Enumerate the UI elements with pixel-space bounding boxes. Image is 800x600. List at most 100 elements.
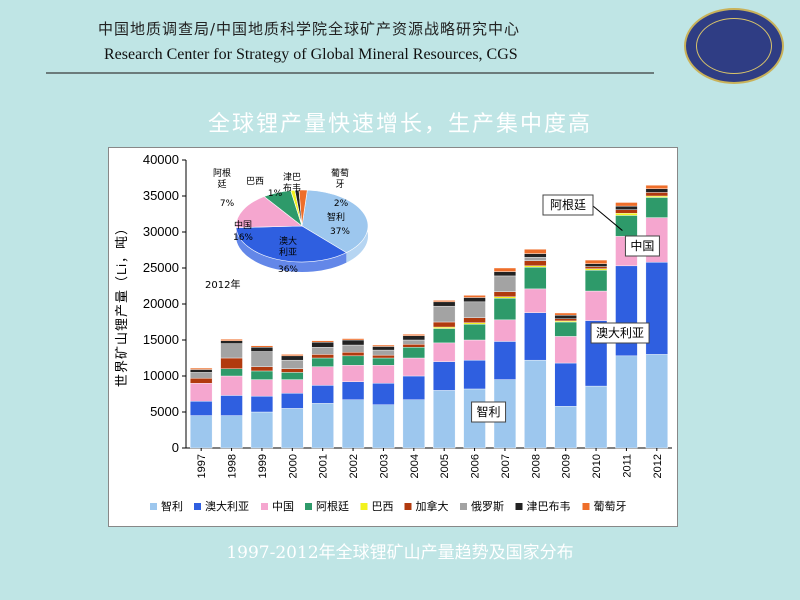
bar-segment (250, 366, 274, 372)
bar-segment (341, 344, 365, 353)
bar-segment (190, 367, 213, 370)
header-org-cn: 中国地质调查局/中国地质科学院全球矿产资源战略研究中心 (98, 20, 521, 38)
pie-label: 布韦 (283, 182, 301, 194)
legend-label: 津巴布韦 (527, 500, 571, 513)
x-tick-label: 2003 (378, 454, 390, 478)
bar-segment (402, 335, 425, 341)
bar-segment (463, 317, 486, 323)
bar-segment (402, 347, 425, 359)
bar-segment (190, 372, 213, 379)
pie-title: 2012年 (205, 278, 240, 291)
bar-segment (463, 339, 486, 361)
bar-segment (524, 265, 547, 268)
bar-segment (524, 249, 547, 254)
pie-label: 中国 (234, 219, 252, 231)
legend-label: 俄罗斯 (471, 500, 504, 513)
bar-segment (554, 312, 577, 316)
legend-swatch (582, 503, 590, 510)
y-tick-label: 15000 (143, 332, 179, 347)
bar-segment (372, 404, 395, 449)
pie-label: 津巴 (283, 172, 301, 183)
bar-segment (281, 372, 304, 380)
legend-label: 巴西 (372, 500, 394, 513)
bar-segment (615, 202, 638, 207)
bar-segment (645, 197, 668, 218)
bar-segment (190, 369, 213, 373)
slide-title: 全球锂产量快速增长，生产集中度高 (207, 112, 592, 137)
legend-swatch (460, 503, 467, 510)
bar-segment (281, 408, 304, 449)
bar-segment (433, 326, 456, 329)
bar-segment (250, 395, 274, 413)
y-tick-label: 35000 (143, 188, 179, 203)
bar-segment (250, 370, 274, 380)
bar-segment (402, 399, 425, 449)
bar-segment (372, 349, 395, 356)
annotation-text: 智利 (477, 404, 501, 419)
bar-segment (220, 340, 243, 344)
bar-segment (524, 267, 547, 290)
header-org-en: Research Center for Strategy of Global M… (104, 46, 518, 63)
bar-segment (311, 354, 334, 359)
bar-segment (615, 205, 638, 210)
x-tick-label: 2005 (439, 454, 451, 478)
pie-label: 智利 (327, 211, 345, 223)
bar-segment (433, 390, 456, 449)
legend-label: 葡萄牙 (594, 500, 627, 513)
bar-segment (584, 385, 608, 449)
bar-segment (281, 393, 304, 409)
bar-segment (402, 339, 425, 345)
bar-segment (645, 188, 668, 193)
y-tick-label: 40000 (143, 152, 179, 167)
pie-label: 巴西 (246, 176, 264, 187)
bar-segment (220, 357, 243, 370)
bar-segment (493, 275, 517, 292)
bar-segment (372, 354, 395, 359)
bar-segment (433, 305, 456, 323)
legend-swatch (360, 503, 368, 510)
bar-segment (433, 301, 456, 307)
bar-segment (311, 340, 334, 343)
pie-label: 阿根 (213, 167, 231, 179)
annotation-box (624, 235, 660, 257)
bar-segment (281, 355, 304, 361)
x-tick-label: 1997 (196, 454, 208, 478)
annotation-box (542, 194, 594, 216)
pie-label: 葡萄 (331, 167, 349, 179)
annotation-text: 澳大利亚 (596, 326, 644, 340)
bar-segment (463, 301, 486, 318)
bar-segment (554, 321, 577, 337)
chart-annotation: 阿根廷 (542, 194, 594, 216)
legend-swatch (515, 503, 523, 510)
bar-segment (584, 259, 608, 264)
pie-label: 牙 (335, 179, 344, 190)
slide-caption: 1997-2012年全球锂矿山产量趋势及国家分布 (226, 543, 574, 563)
bar-segment (524, 288, 547, 313)
bar-segment (493, 296, 517, 299)
bar-segment (615, 213, 638, 216)
legend-swatch (194, 503, 201, 510)
bar-segment (524, 257, 547, 262)
pie-slice (235, 196, 303, 228)
annotation-text: 中国 (630, 238, 654, 253)
x-tick-label: 2006 (470, 454, 482, 478)
x-tick-label: 2002 (348, 454, 360, 478)
annotation-box (471, 401, 507, 423)
bar-segment (402, 334, 425, 336)
bar-segment (220, 415, 243, 449)
legend-swatch (404, 503, 412, 510)
bar-segment (311, 403, 334, 449)
bar-segment (584, 268, 608, 271)
bar-segment (281, 354, 304, 357)
y-tick-label: 0 (172, 440, 179, 455)
y-tick-label: 20000 (143, 296, 179, 311)
bar-segment (311, 341, 334, 348)
bar-segment (220, 375, 243, 396)
bar-segment (341, 355, 365, 366)
bar-segment (463, 295, 486, 298)
bar-segment (190, 401, 213, 416)
legend-label: 澳大利亚 (205, 499, 249, 513)
bar-segment (311, 366, 334, 386)
bar-segment (220, 395, 243, 416)
bar-segment (554, 336, 577, 364)
